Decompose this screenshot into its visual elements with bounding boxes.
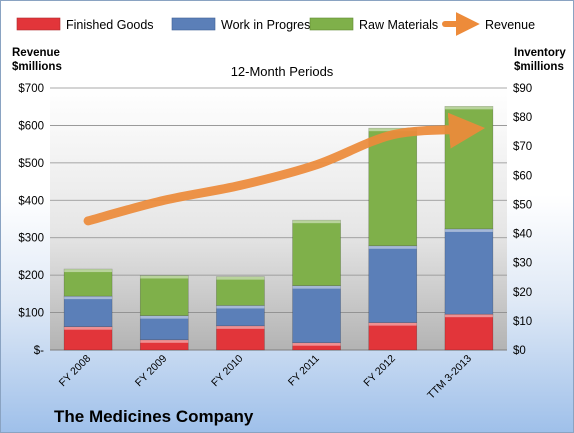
revenue-line-group (83, 112, 486, 226)
bar-finished-goods (368, 322, 418, 351)
chart-subtitle: 12-Month Periods (231, 64, 334, 79)
right-tick-label: $90 (513, 83, 532, 95)
right-tick-label: $20 (513, 287, 532, 299)
bar-raw-materials (63, 268, 113, 297)
bar-highlight-raw-materials (368, 128, 417, 132)
bar-work-in-progress (139, 315, 189, 341)
right-tick-label: $10 (513, 316, 532, 328)
x-tick-label: FY 2009 (133, 353, 170, 390)
right-tick-label: $60 (513, 170, 532, 182)
left-tick-label: $600 (18, 120, 44, 132)
legend-label-finished-goods: Finished Goods (66, 18, 154, 32)
left-tick-label: $400 (18, 195, 44, 207)
legend-swatch-finished-goods (16, 17, 61, 31)
left-axis-ticks: $- $100 $200 $300 $400 $500 $600 $700 (18, 83, 44, 357)
bar-highlight-finished-goods (292, 342, 341, 346)
bar-highlight-raw-materials (140, 275, 189, 279)
legend-swatch-work-in-progress (171, 17, 216, 31)
bar-highlight-finished-goods (216, 325, 265, 329)
bar-raw-materials (139, 275, 189, 316)
right-tick-label: $70 (513, 141, 532, 153)
left-axis-title-line2: $millions (12, 61, 62, 73)
x-axis-labels: FY 2008 FY 2009 FY 2010 FY 2011 FY 2012 TTM 3… (57, 353, 474, 402)
bar-highlight-raw-materials (64, 269, 113, 273)
bar-work-in-progress (216, 305, 265, 327)
right-tick-label: $50 (513, 199, 532, 211)
bar-highlight-work-in-progress (216, 305, 265, 309)
x-tick-label: TTM 3-2013 (425, 353, 474, 402)
bar-highlight-finished-goods (444, 314, 493, 318)
bar-work-in-progress (292, 285, 341, 344)
bar-raw-materials (292, 219, 341, 286)
left-tick-label: $100 (18, 308, 44, 320)
bar-highlight-raw-materials (292, 220, 341, 224)
legend-label-revenue: Revenue (485, 18, 535, 32)
bar-work-in-progress (444, 228, 494, 315)
left-axis-title-line1: Revenue (12, 47, 60, 59)
bar-finished-goods (216, 325, 265, 351)
legend-label-raw-materials: Raw Materials (359, 18, 438, 32)
bar-highlight-work-in-progress (368, 245, 417, 249)
legend-label-work-in-progress: Work in Progress (221, 18, 317, 32)
bar-highlight-work-in-progress (64, 296, 113, 300)
right-tick-label: $80 (513, 112, 532, 124)
left-tick-label: $700 (18, 83, 44, 95)
right-axis-title-line2: $millions (514, 61, 564, 73)
bar-highlight-finished-goods (368, 322, 417, 326)
right-tick-label: $0 (513, 345, 526, 357)
company-title: The Medicines Company (54, 407, 254, 426)
bar-raw-materials (216, 276, 265, 306)
bar-work-in-progress (368, 245, 418, 323)
left-tick-label: $- (34, 345, 44, 357)
gridlines (50, 87, 507, 313)
legend: Finished Goods Work in Progress Raw Mate… (16, 12, 535, 36)
bar-highlight-work-in-progress (444, 228, 493, 232)
revenue-line (83, 112, 486, 226)
bar-highlight-finished-goods (64, 326, 113, 330)
right-tick-label: $40 (513, 229, 532, 241)
bar-finished-goods (444, 313, 494, 351)
bar-highlight-work-in-progress (140, 315, 189, 319)
legend-swatch-raw-materials (309, 17, 354, 31)
x-tick-label: FY 2010 (209, 353, 246, 390)
bar-highlight-finished-goods (140, 339, 189, 343)
x-tick-label: FY 2008 (57, 353, 94, 390)
right-axis-title-line1: Inventory (514, 47, 566, 59)
bar-finished-goods (63, 326, 113, 351)
right-axis-ticks: $0 $10 $20 $30 $40 $50 $60 $70 $80 $90 (513, 83, 532, 357)
left-tick-label: $200 (18, 270, 44, 282)
bar-highlight-raw-materials (216, 276, 265, 280)
x-tick-label: FY 2011 (286, 353, 322, 389)
left-tick-label: $500 (18, 158, 44, 170)
bar-raw-materials (368, 127, 418, 247)
bar-highlight-raw-materials (444, 106, 493, 110)
x-tick-label: FY 2012 (361, 353, 398, 390)
bar-work-in-progress (63, 295, 113, 328)
right-tick-label: $30 (513, 258, 532, 270)
left-tick-label: $300 (18, 233, 44, 245)
bar-highlight-work-in-progress (292, 285, 341, 289)
